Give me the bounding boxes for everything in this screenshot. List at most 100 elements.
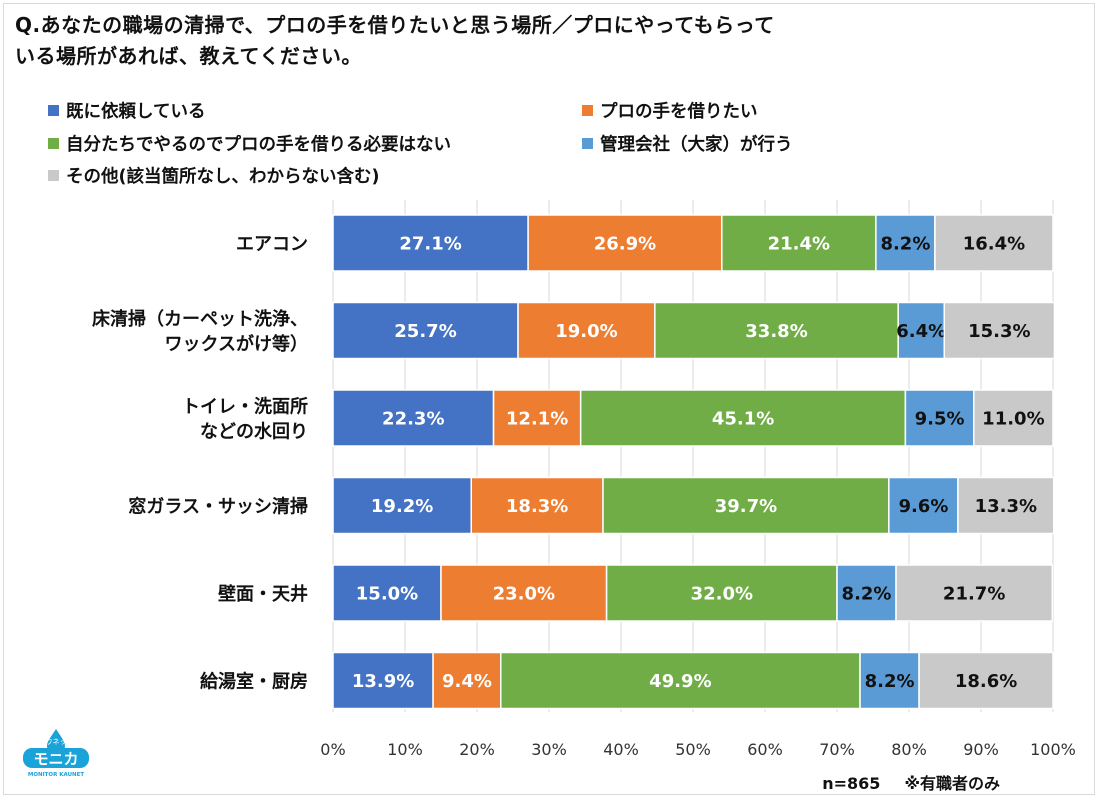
data-label: 32.0% bbox=[691, 584, 753, 605]
data-label: 13.9% bbox=[352, 671, 414, 692]
bar-segment bbox=[934, 214, 1054, 272]
bar-segment bbox=[332, 389, 495, 447]
bar-segment bbox=[332, 214, 529, 272]
x-tick-label: 80% bbox=[891, 740, 927, 759]
data-label: 9.5% bbox=[915, 409, 965, 430]
category-label: エアコン bbox=[236, 234, 308, 255]
bar-segment bbox=[943, 301, 1056, 360]
bar-segment bbox=[895, 564, 1054, 622]
x-tick-label: 20% bbox=[459, 740, 495, 759]
bar-segment bbox=[332, 651, 434, 710]
bar-segment bbox=[602, 476, 890, 535]
population-note: ※有職者のみ bbox=[904, 774, 1000, 793]
data-label: 16.4% bbox=[963, 234, 1025, 255]
bar-segment bbox=[500, 651, 861, 710]
data-label: 23.0% bbox=[493, 584, 555, 605]
data-label: 15.0% bbox=[356, 584, 418, 605]
x-tick-label: 0% bbox=[320, 740, 345, 759]
bar-segment bbox=[440, 564, 608, 622]
data-label: 33.8% bbox=[745, 321, 807, 342]
legend-swatch bbox=[48, 138, 59, 149]
question-line-2: いる場所があれば、教えてください。 bbox=[15, 44, 362, 68]
bar-segment bbox=[888, 476, 959, 535]
legend-label: 自分たちでやるのでプロの手を借りる必要はない bbox=[66, 135, 451, 155]
data-label: 25.7% bbox=[394, 321, 456, 342]
data-label: 11.0% bbox=[982, 409, 1044, 430]
category-label: 床清掃（カーペット洗浄、 bbox=[92, 308, 308, 330]
data-label: 27.1% bbox=[399, 234, 461, 255]
legend-item-want-pro-help: プロの手を借りたい bbox=[582, 98, 758, 123]
category-label: ワックスがけ等） bbox=[165, 333, 308, 355]
data-label: 8.2% bbox=[880, 234, 930, 255]
bar-segment bbox=[332, 301, 519, 360]
water-drop-logo-icon: カウネット モニカ MONITOR KAUNET bbox=[23, 729, 89, 778]
bar-segment bbox=[470, 476, 604, 535]
legend-swatch bbox=[582, 138, 593, 149]
data-label: 39.7% bbox=[715, 496, 777, 517]
logo-small-text: カウネット bbox=[39, 738, 74, 746]
bar-segment bbox=[527, 214, 723, 272]
sample-size: n=865 bbox=[822, 774, 881, 793]
data-label: 15.3% bbox=[968, 321, 1030, 342]
x-tick-label: 100% bbox=[1030, 740, 1076, 759]
legend-swatch bbox=[48, 105, 59, 116]
logo-sub-text: MONITOR KAUNET bbox=[28, 772, 85, 778]
bar-segment bbox=[957, 476, 1055, 535]
data-label: 12.1% bbox=[506, 409, 568, 430]
bar-segment bbox=[973, 389, 1054, 447]
chart-frame bbox=[3, 3, 1095, 795]
data-label: 49.9% bbox=[649, 671, 711, 692]
x-tick-label: 50% bbox=[675, 740, 711, 759]
legend-label: その他(該当箇所なし、わからない含む) bbox=[66, 167, 380, 187]
x-tick-label: 40% bbox=[603, 740, 639, 759]
bar-segment bbox=[918, 651, 1054, 710]
data-label: 45.1% bbox=[712, 409, 774, 430]
bar-segment bbox=[332, 476, 472, 535]
category-label: トイレ・洗面所 bbox=[182, 396, 308, 418]
data-label: 22.3% bbox=[382, 409, 444, 430]
legend: 既に依頼している プロの手を借りたい 自分たちでやるのでプロの手を借りる必要はな… bbox=[48, 98, 948, 198]
bar-segment bbox=[605, 564, 838, 622]
data-label: 8.2% bbox=[842, 584, 892, 605]
x-tick-label: 70% bbox=[819, 740, 855, 759]
legend-item-management-company: 管理会社（大家）が行う bbox=[582, 131, 793, 156]
bar-segment bbox=[517, 301, 656, 360]
category-label: 窓ガラス・サッシ清掃 bbox=[128, 496, 308, 518]
data-label: 19.0% bbox=[555, 321, 617, 342]
bar-segment bbox=[721, 214, 877, 272]
x-tick-label: 30% bbox=[531, 740, 567, 759]
legend-swatch bbox=[48, 170, 59, 181]
legend-item-do-it-ourselves: 自分たちでやるのでプロの手を借りる必要はない bbox=[48, 131, 451, 156]
data-label: 19.2% bbox=[371, 496, 433, 517]
legend-item-already-requested: 既に依頼している bbox=[48, 98, 205, 123]
x-tick-label: 90% bbox=[963, 740, 999, 759]
bar-segment bbox=[332, 564, 442, 622]
x-tick-label: 60% bbox=[747, 740, 783, 759]
legend-item-other: その他(該当箇所なし、わからない含む) bbox=[48, 163, 380, 188]
bar-segment bbox=[492, 389, 582, 447]
bar-segment bbox=[432, 651, 502, 710]
legend-label: 管理会社（大家）が行う bbox=[600, 135, 793, 155]
data-label: 9.4% bbox=[442, 671, 492, 692]
data-label: 26.9% bbox=[594, 234, 656, 255]
category-label: 壁面・天井 bbox=[218, 583, 308, 605]
question-text: Q.あなたの職場の清掃で、プロの手を借りたいと思う場所／プロにやってもらって い… bbox=[15, 10, 1015, 72]
legend-swatch bbox=[582, 105, 593, 116]
bar-segment bbox=[579, 389, 907, 447]
data-label: 13.3% bbox=[975, 496, 1037, 517]
data-label: 9.6% bbox=[898, 496, 948, 517]
legend-label: プロの手を借りたい bbox=[600, 102, 758, 122]
data-label: 18.3% bbox=[506, 496, 568, 517]
bar-segment bbox=[654, 301, 899, 360]
x-tick-label: 10% bbox=[387, 740, 423, 759]
data-label: 21.7% bbox=[943, 584, 1005, 605]
data-label: 21.4% bbox=[768, 234, 830, 255]
data-label: 8.2% bbox=[865, 671, 915, 692]
data-label: 18.6% bbox=[955, 671, 1017, 692]
category-label: などの水回り bbox=[200, 421, 308, 443]
data-label: 6.4% bbox=[896, 321, 946, 342]
question-line-1: Q.あなたの職場の清掃で、プロの手を借りたいと思う場所／プロにやってもらって bbox=[15, 13, 775, 37]
legend-label: 既に依頼している bbox=[66, 102, 206, 122]
category-label: 給湯室・厨房 bbox=[200, 671, 308, 693]
